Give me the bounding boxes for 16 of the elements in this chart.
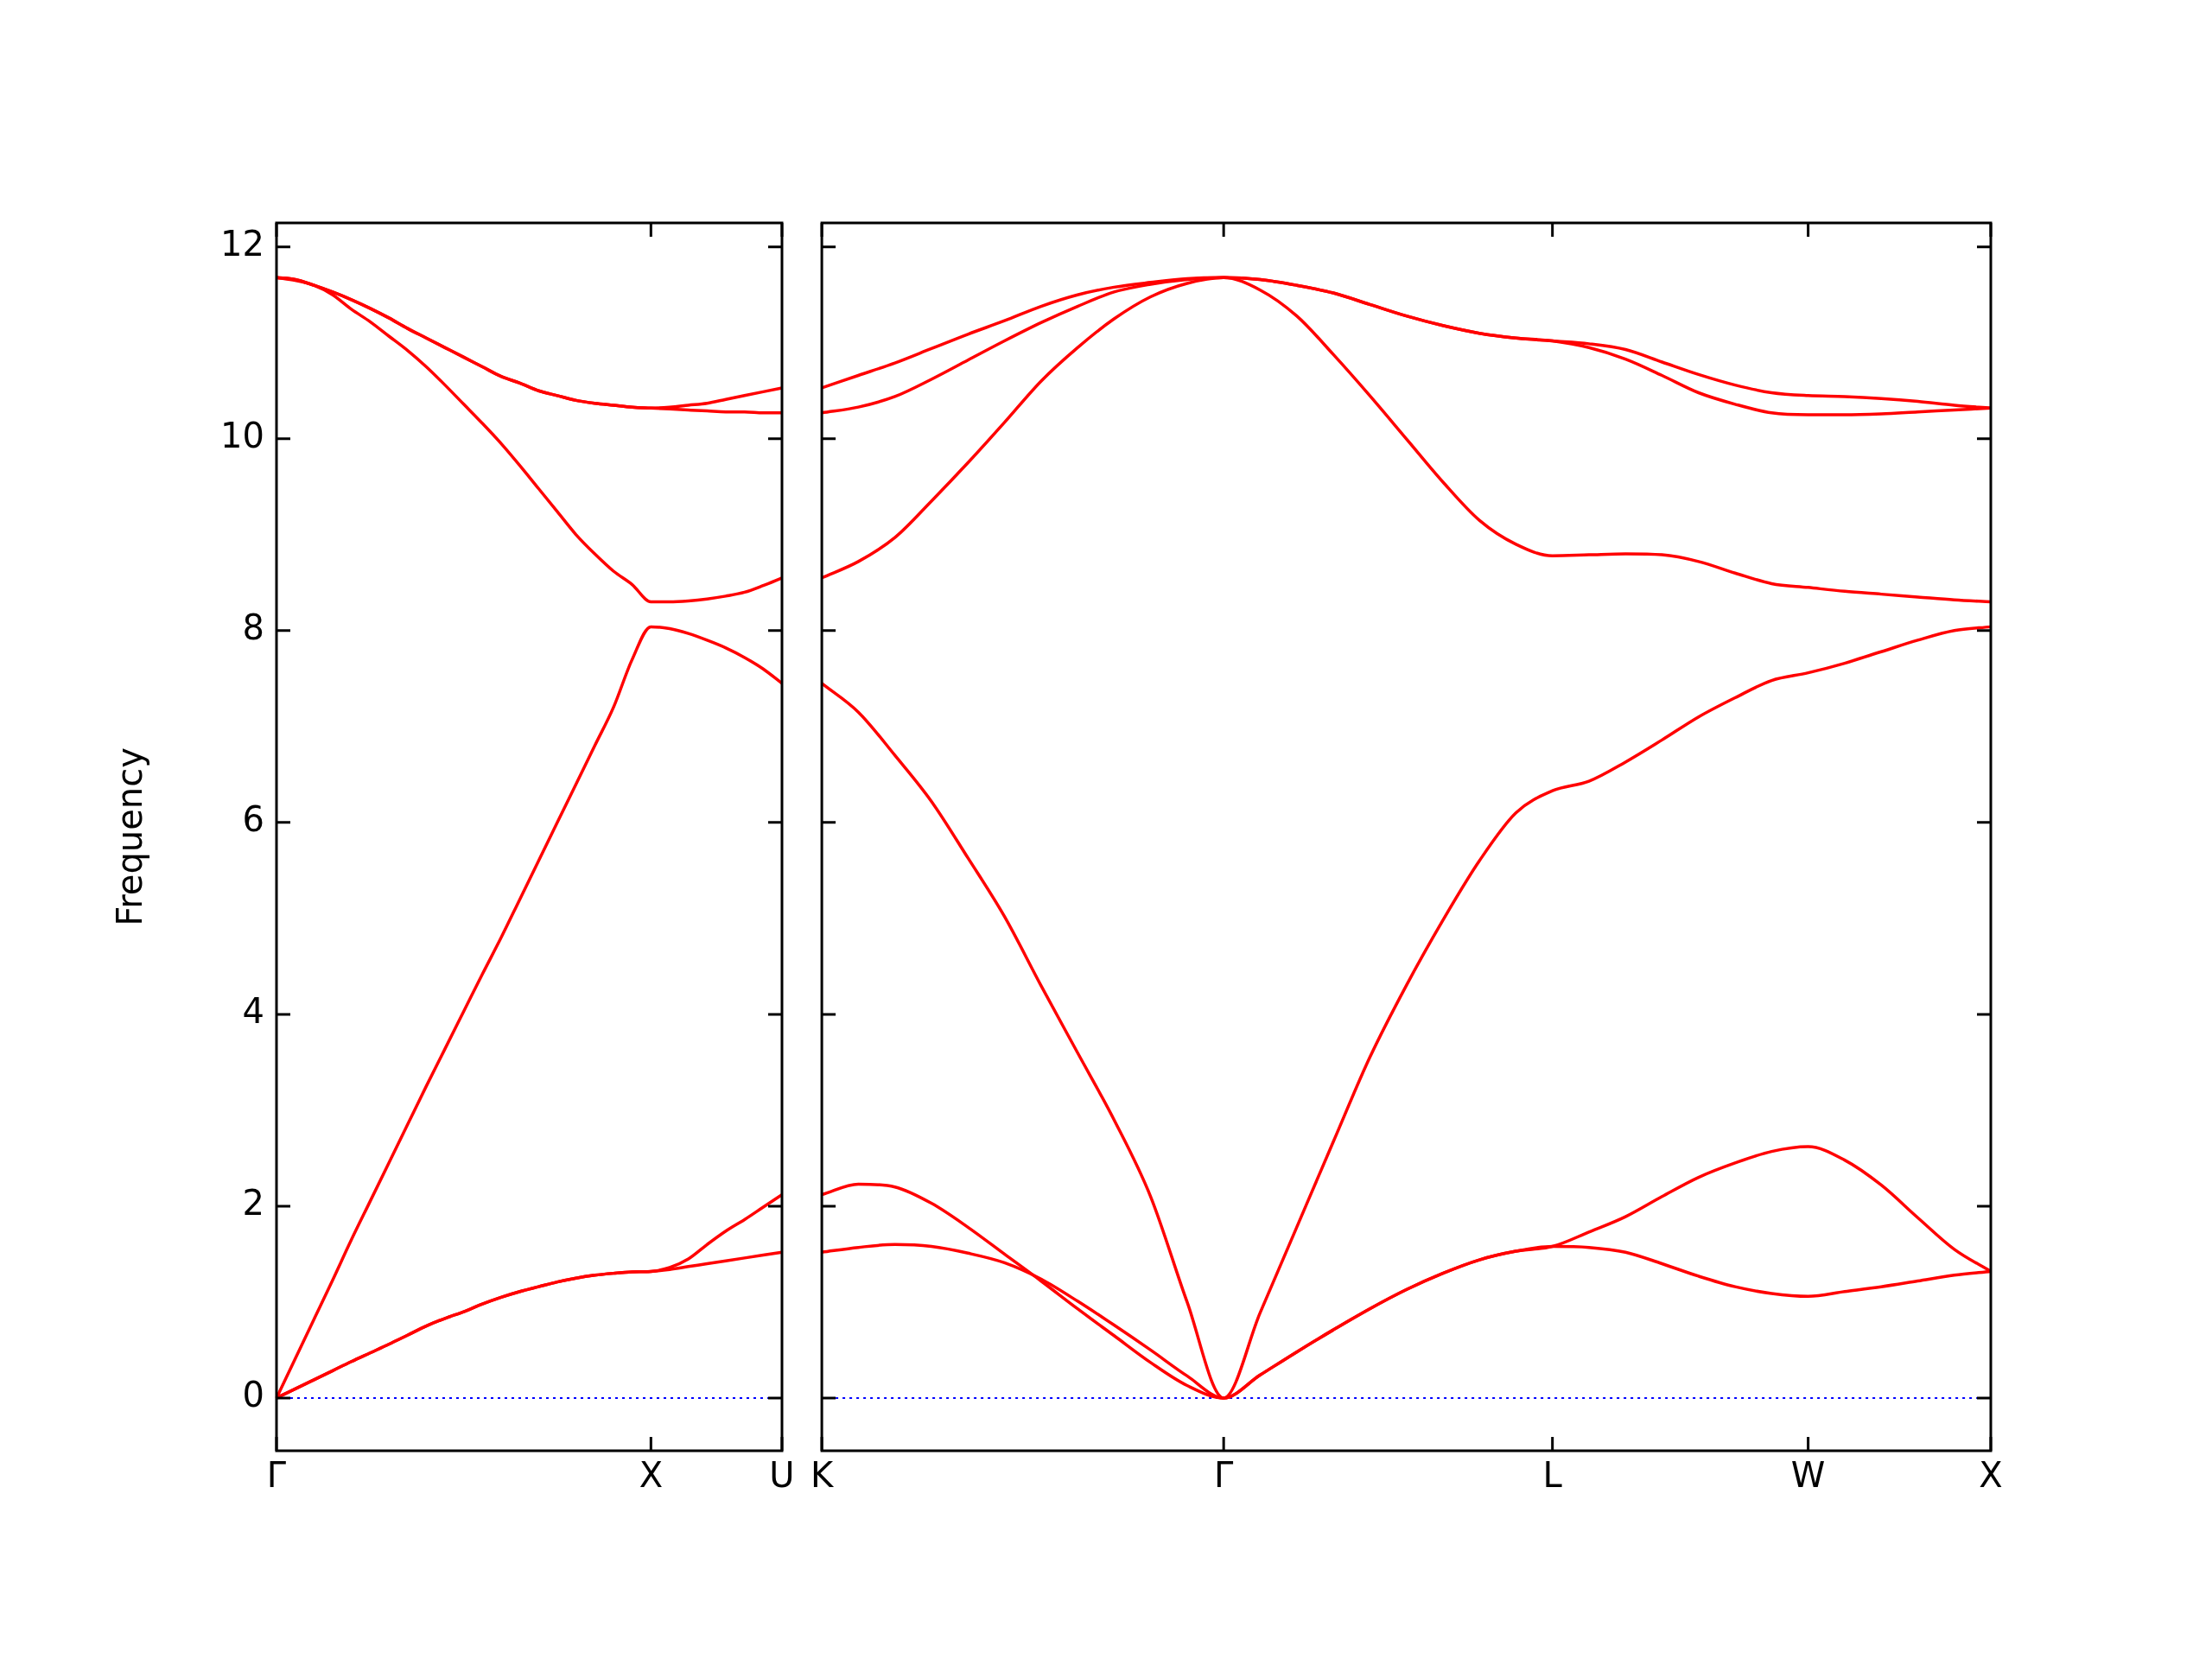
x-tick-label: U bbox=[769, 1455, 795, 1496]
y-tick-label: 10 bbox=[220, 416, 264, 456]
y-tick-label: 2 bbox=[242, 1183, 264, 1224]
x-tick-label: W bbox=[1790, 1455, 1826, 1496]
y-tick-label: 0 bbox=[242, 1375, 264, 1415]
y-tick-label: 4 bbox=[242, 991, 264, 1032]
y-tick-label: 8 bbox=[242, 607, 264, 648]
y-axis-title: Frequency bbox=[110, 747, 150, 926]
y-tick-label: 12 bbox=[220, 224, 264, 264]
x-tick-label: X bbox=[1979, 1455, 2003, 1496]
x-tick-label: Γ bbox=[1214, 1455, 1235, 1496]
x-tick-label: Γ bbox=[266, 1455, 287, 1496]
x-tick-label: X bbox=[639, 1455, 664, 1496]
x-tick-label: L bbox=[1542, 1455, 1563, 1496]
y-tick-label: 6 bbox=[242, 799, 264, 840]
x-tick-label: K bbox=[810, 1455, 835, 1496]
